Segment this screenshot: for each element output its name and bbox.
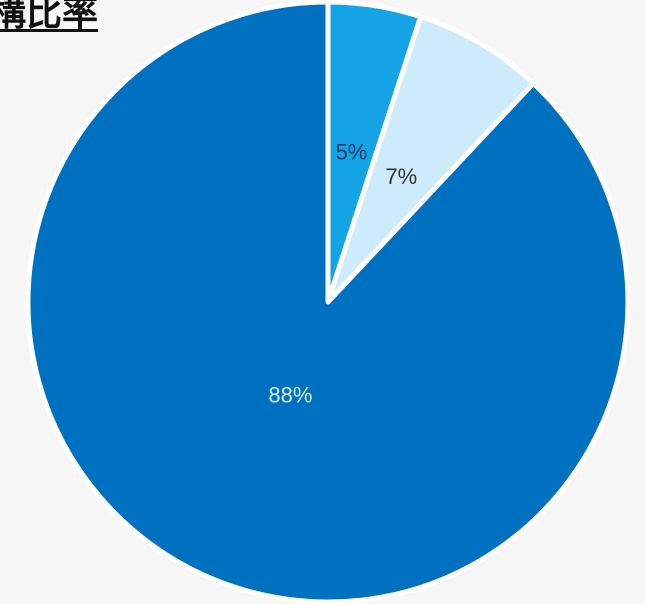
pie-slice-3 <box>25 0 631 604</box>
pie-slice-2 <box>325 14 536 305</box>
pie-slice-label-2: 7% <box>385 164 417 189</box>
chart-title: 構比率 <box>0 0 99 34</box>
pie-slice-label-3: 88% <box>268 383 312 408</box>
pie-slice-label-1: 5% <box>336 140 368 165</box>
